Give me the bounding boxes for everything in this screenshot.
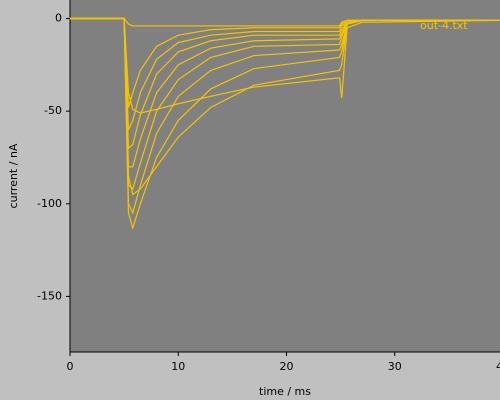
trace [70, 17, 500, 191]
x-axis-label: time / ms [259, 385, 311, 398]
y-tick-label: -150 [37, 289, 62, 302]
plot-area [70, 0, 500, 352]
legend-label: out-4.txt [420, 19, 468, 32]
x-tick-label: 0 [67, 360, 74, 373]
x-tick-label: 10 [171, 360, 185, 373]
x-tick-label: 30 [388, 360, 402, 373]
trace [70, 17, 500, 114]
x-tick-label: 20 [280, 360, 294, 373]
x-tick-label: 40 [496, 360, 500, 373]
y-tick-label: -50 [44, 104, 62, 117]
trace [70, 17, 500, 196]
y-axis-label: current / nA [7, 143, 20, 208]
y-tick-label: -100 [37, 197, 62, 210]
y-tick-label: 0 [55, 12, 62, 25]
trace [70, 17, 500, 108]
